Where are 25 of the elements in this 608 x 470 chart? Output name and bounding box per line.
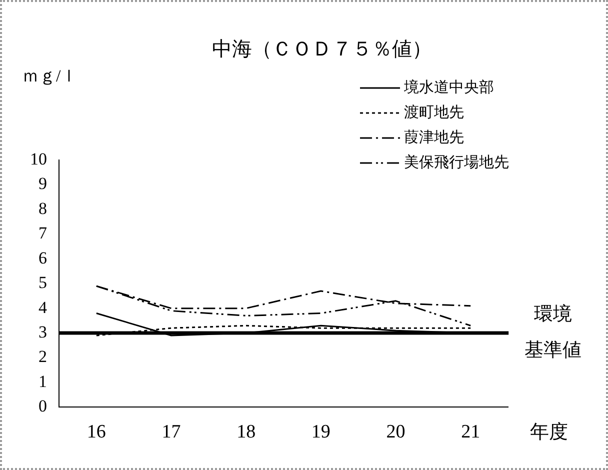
chart-title: 中海（ＣＯＤ７５％値）: [212, 38, 432, 60]
y-tick-label: 8: [38, 198, 47, 218]
y-tick-label: 0: [38, 396, 47, 416]
x-tick-label: 21: [461, 422, 480, 443]
legend-label: 渡町地先: [404, 102, 464, 121]
x-tick-label: 16: [86, 422, 106, 443]
x-tick-label: 20: [386, 422, 406, 443]
y-tick-label: 3: [38, 322, 47, 342]
y-tick-label: 1: [38, 372, 47, 391]
y-tick-label: 4: [38, 298, 48, 317]
legend-label: 葭津地先: [404, 128, 464, 146]
y-tick-label: 10: [30, 149, 47, 168]
y-tick-label: 7: [38, 224, 48, 243]
y-axis-title: ｍｇ/ｌ: [22, 66, 78, 86]
x-axis-title: 年度: [530, 421, 568, 444]
ref-line-label: 環境基準値: [524, 303, 582, 362]
y-tick-label: 6: [38, 248, 47, 268]
x-tick-label: 17: [162, 422, 181, 443]
x-tick-label: 19: [311, 422, 330, 443]
y-tick-label: 9: [38, 174, 47, 194]
legend-label: 境水道中央部: [403, 78, 494, 96]
y-tick-label: 5: [38, 273, 47, 292]
x-tick-label: 18: [236, 422, 256, 443]
y-tick-label: 2: [38, 347, 47, 366]
legend-label: 美保飛行場地先: [404, 152, 509, 171]
